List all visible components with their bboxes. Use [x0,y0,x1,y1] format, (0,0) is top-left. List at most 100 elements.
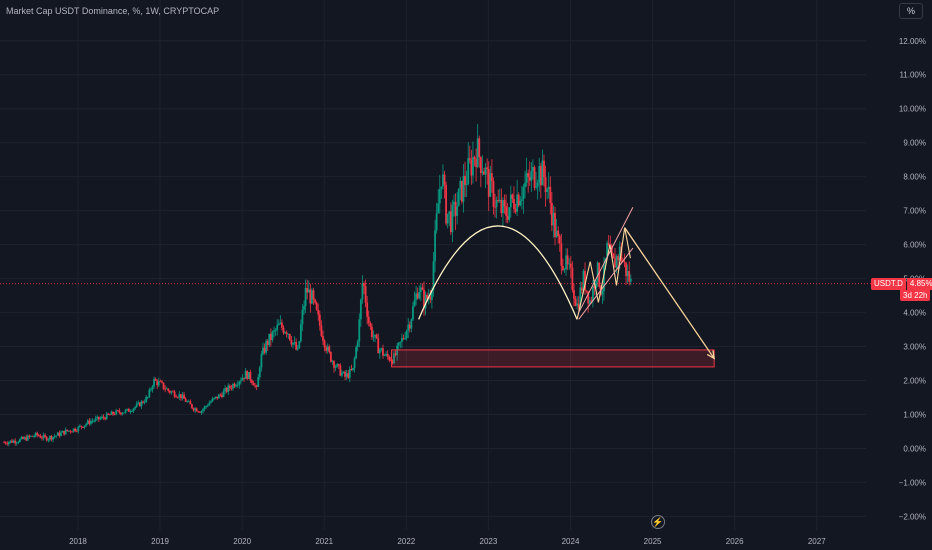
candle-body [148,389,151,397]
candle-body [565,255,567,270]
candle-body [525,173,528,183]
candle-body [342,371,345,373]
candle-body [358,319,361,342]
price-tag-countdown: 3d 22h [900,290,931,301]
candle-body [20,437,23,440]
candle-body [607,242,610,246]
candle-body [88,420,91,424]
candle-body [382,348,384,356]
candle-body [519,200,522,206]
candle-body [372,336,375,338]
candle-body [374,334,376,337]
candle-body [423,289,425,309]
candle-body [412,306,414,320]
candle-body [470,159,473,176]
candle-body [153,378,155,387]
candle-body [181,394,184,399]
candle-body [107,413,110,415]
candle-body [314,299,316,303]
candle-body [183,394,185,399]
candle-body [577,303,580,308]
candle-body [126,408,129,410]
candle-body [524,182,526,188]
candle-body [617,256,620,261]
y-tick-label: −1.00% [899,478,926,487]
candle-body [547,186,550,190]
candle-body [416,293,419,299]
candle-body [80,425,83,427]
candle-body [582,270,585,291]
candle-body [568,263,571,265]
candle-body [378,349,381,354]
candle-body [104,417,107,420]
candle-body [584,270,586,291]
candle-body [587,291,590,304]
candle-body [402,338,405,339]
candle-body [554,212,556,237]
candle-body [560,243,563,267]
candle-body [11,440,13,443]
candle-body [612,253,615,259]
arc-pattern [418,225,578,320]
candle-body [227,385,230,392]
candle-body [364,285,367,303]
candle-body [598,262,601,287]
candle-body [164,388,167,390]
candle-body [30,435,32,437]
x-tick-label: 2023 [480,537,498,546]
candle-body [486,167,489,169]
candle-body [464,175,466,186]
candle-body [298,341,301,349]
candle-body [52,436,54,440]
candle-body [543,160,545,178]
candle-body [325,347,328,351]
candle-body [120,412,122,415]
candle-body [304,287,307,307]
candle-body [161,381,163,383]
candle-body [34,432,37,437]
candle-body [333,361,335,368]
candle-body [219,394,222,396]
unit-button[interactable]: % [899,3,923,19]
candle-body [503,200,506,207]
candle-body [415,293,418,300]
candle-body [385,353,388,356]
candle-body [490,173,493,182]
candle-body [383,355,386,357]
candle-body [236,384,239,386]
candle-body [78,425,81,427]
lightning-bolt-icon[interactable]: ⚡ [651,515,665,529]
candle-body [625,262,627,277]
candle-body [31,435,34,437]
candle-body [574,298,577,306]
candle-body [276,325,279,331]
candle-body [151,386,154,390]
candle-body [293,342,296,343]
candle-body [386,353,389,357]
candle-body [437,203,440,214]
y-tick-label: 0.00% [903,444,926,453]
candle-body [590,300,593,302]
grid [0,0,866,530]
candle-body [263,347,266,353]
candle-body [532,167,534,172]
candle-body [323,340,326,348]
candle-body [555,230,558,237]
candle-body [162,382,165,389]
candle-body [407,324,410,331]
candle-body [7,442,10,445]
candle-body [224,388,227,392]
candle-body [17,441,20,443]
candle-body [228,385,231,388]
candle-body [453,201,455,205]
target-arrow-line [624,227,715,359]
candle-body [42,435,45,439]
candle-body [290,339,293,345]
candle-body [67,430,70,432]
candle-body [71,431,73,433]
candle-body [3,442,6,444]
candle-body [9,440,12,443]
candle-body [318,314,321,326]
candle-body [55,435,58,437]
